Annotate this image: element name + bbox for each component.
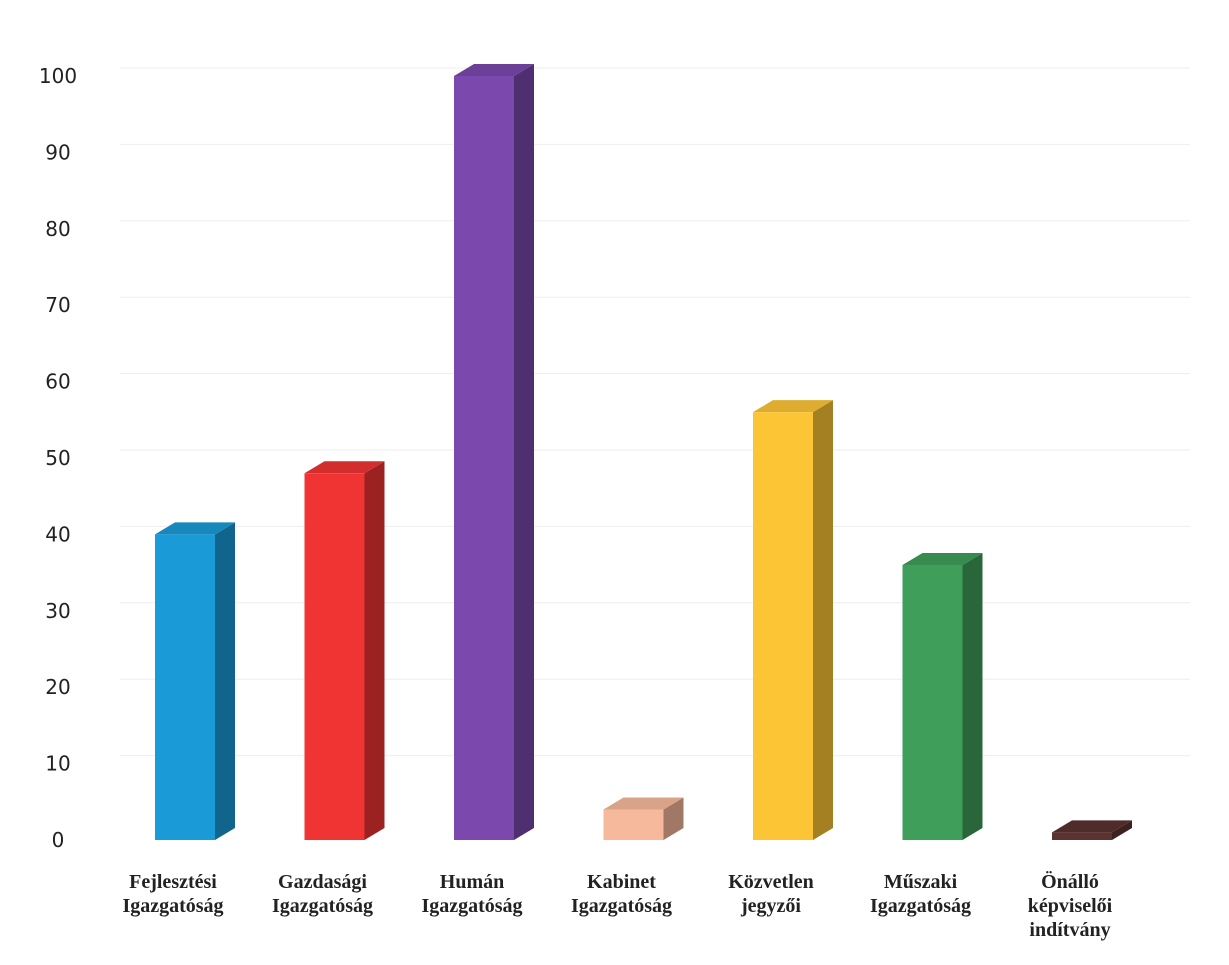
category-label-line: indítvány <box>1029 919 1110 941</box>
category-label-line: Műszaki <box>884 871 958 893</box>
y-tick-label: 10 <box>45 752 70 776</box>
bar-5 <box>753 400 833 840</box>
y-tick-label: 0 <box>52 828 65 852</box>
y-axis-ticks: 0 10 20 30 40 50 60 70 80 90 100 <box>39 64 77 852</box>
category-label-line: Igazgatóság <box>870 895 971 917</box>
bar-side <box>962 552 983 840</box>
y-tick-label: 20 <box>45 675 70 699</box>
category-label-line: Humán <box>440 871 504 893</box>
category-label-line: Fejlesztési <box>129 871 217 893</box>
bar-front <box>454 76 514 840</box>
bar-front <box>753 412 813 840</box>
y-tick-label: 50 <box>45 446 70 470</box>
bar-6 <box>902 552 983 840</box>
bar-top <box>753 400 833 413</box>
x-category-label: Közvetlen jegyzői <box>728 871 814 917</box>
bar-4 <box>603 797 684 840</box>
bar-top <box>902 552 983 565</box>
x-category-label: Kabinet Igazgatóság <box>571 871 672 917</box>
bar-2 <box>304 461 385 840</box>
x-category-label: Gazdasági Igazgatóság <box>272 871 373 917</box>
category-label-line: képviselői <box>1028 895 1113 917</box>
bar-side <box>813 400 833 840</box>
category-label-line: Önálló <box>1041 870 1099 893</box>
bar-1 <box>155 522 235 840</box>
bar-front <box>155 534 215 840</box>
bar-side <box>1112 820 1132 840</box>
x-category-label: Műszaki Igazgatóság <box>870 871 971 917</box>
bar-top <box>304 461 385 474</box>
bar-side <box>215 522 235 840</box>
category-label-line: Gazdasági <box>278 871 367 893</box>
y-tick-label: 100 <box>39 64 77 88</box>
bar-side <box>514 64 534 840</box>
category-label-line: Közvetlen <box>728 871 814 893</box>
bar-top <box>603 797 684 810</box>
bar-top <box>454 64 534 76</box>
bar-7 <box>1052 820 1132 840</box>
bar-front <box>1052 832 1112 840</box>
y-tick-label: 80 <box>45 217 70 241</box>
gridlines <box>120 67 1190 757</box>
category-label-line: Igazgatóság <box>421 895 522 917</box>
bar-top <box>1052 820 1132 833</box>
bar-3 <box>454 64 534 840</box>
y-tick-label: 40 <box>45 522 70 546</box>
y-tick-label: 70 <box>45 293 70 317</box>
category-label-line: jegyzői <box>740 895 801 917</box>
x-category-label: Humán Igazgatóság <box>421 871 522 917</box>
x-category-label: Önálló képviselői indítvány <box>1028 870 1113 941</box>
bars <box>155 64 1132 840</box>
bar-front <box>603 809 664 840</box>
x-category-label: Fejlesztési Igazgatóság <box>122 871 223 917</box>
bar-front <box>902 564 963 840</box>
category-label-line: Igazgatóság <box>272 895 373 917</box>
category-label-line: Kabinet <box>587 871 656 893</box>
bar-side <box>663 797 684 840</box>
y-tick-label: 60 <box>45 370 70 394</box>
category-label-line: Igazgatóság <box>571 895 672 917</box>
y-tick-label: 90 <box>45 140 70 164</box>
bar-side <box>364 461 385 840</box>
bar-top <box>155 522 235 535</box>
bar-front <box>304 473 365 840</box>
y-tick-label: 30 <box>45 599 70 623</box>
category-label-line: Igazgatóság <box>122 895 223 917</box>
